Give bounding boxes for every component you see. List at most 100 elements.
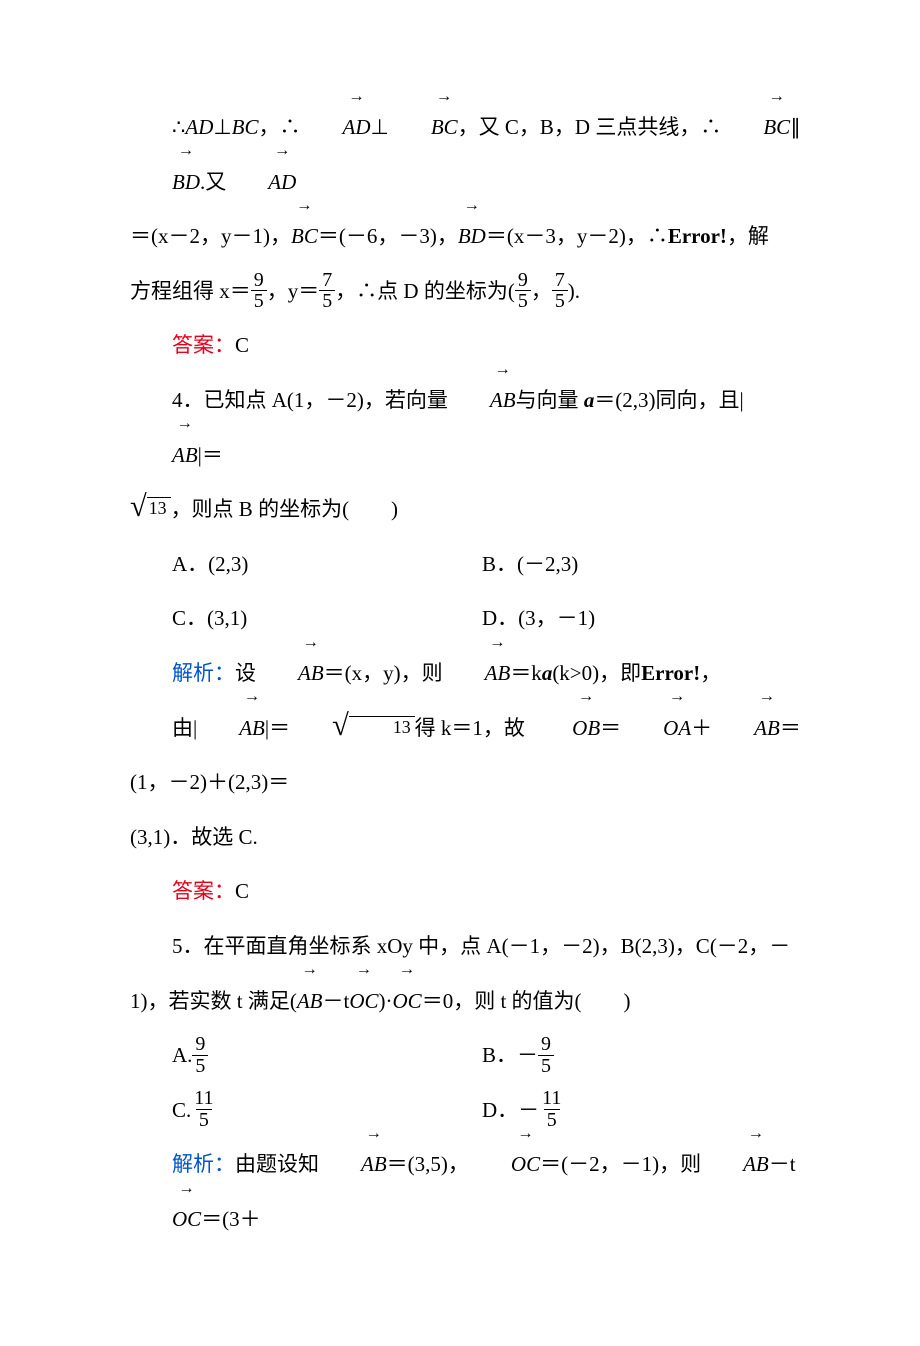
q4-option-a: A．(2,3) bbox=[172, 537, 482, 592]
q4-option-c: C．(3,1) bbox=[172, 591, 482, 646]
vec-ad-icon: AD bbox=[226, 155, 296, 210]
text: ＝k bbox=[510, 661, 542, 685]
q4-analysis-3: (3,1)．故选 C. bbox=[130, 810, 810, 865]
text: ＝(－6，－3)， bbox=[318, 224, 458, 248]
text: ，解 bbox=[727, 224, 769, 248]
answer-label: 答案： bbox=[172, 333, 235, 357]
vec-oc-icon: OC bbox=[130, 1192, 201, 1247]
vec-bc-icon: BC bbox=[721, 100, 790, 155]
q4-options-row-1: A．(2,3) B．(－2,3) bbox=[172, 537, 810, 592]
text: ＝(x－3，y－2)，∴ bbox=[486, 224, 668, 248]
q5-option-b: B．－95 bbox=[482, 1028, 554, 1083]
text: －t bbox=[769, 1152, 796, 1176]
vec-ob-icon: OB bbox=[530, 701, 600, 756]
text: ＝(x，y)，则 bbox=[324, 661, 443, 685]
text: 由题设知 bbox=[235, 1152, 319, 1176]
text: ∥ bbox=[790, 115, 801, 139]
vec-oc-icon: OC bbox=[393, 974, 422, 1029]
text: ∴ bbox=[172, 115, 185, 139]
text: ， bbox=[700, 661, 721, 685]
vec-bd-icon: BD bbox=[458, 209, 486, 264]
fraction-neg-11-5-icon: 115 bbox=[539, 1088, 564, 1131]
answer-value: C bbox=[235, 333, 249, 357]
text: ，又 C，B，D 三点共线，∴ bbox=[458, 115, 722, 139]
sqrt-icon: √13 bbox=[290, 714, 415, 737]
page: ∴AD⊥BC，∴AD⊥BC，又 C，B，D 三点共线，∴BC∥BD.又AD ＝(… bbox=[0, 0, 920, 1346]
fraction-9-5-icon: 95 bbox=[251, 270, 267, 313]
q5-number: 5． bbox=[172, 934, 204, 958]
text: )· bbox=[379, 989, 393, 1013]
text: 在平面直角坐标系 xOy 中，点 A(－1，－2)，B(2,3)，C(－2，－ bbox=[204, 934, 791, 958]
vec-bd-icon: BD bbox=[130, 155, 200, 210]
q4-option-b: B．(－2,3) bbox=[482, 537, 578, 592]
vec-ab-icon: AB bbox=[443, 646, 511, 701]
analysis-label: 解析： bbox=[172, 661, 235, 685]
q4-number: 4． bbox=[172, 388, 204, 412]
fraction-9-5-icon: 95 bbox=[192, 1034, 208, 1077]
text: ， bbox=[531, 279, 552, 303]
text: ＝(x－2，y－1)， bbox=[130, 224, 291, 248]
p3-line1: ∴AD⊥BC，∴AD⊥BC，又 C，B，D 三点共线，∴BC∥BD.又AD bbox=[130, 100, 810, 209]
text: 设 bbox=[235, 661, 256, 685]
answer-value: C bbox=[235, 879, 249, 903]
q5-options-row-1: A.95 B．－95 bbox=[172, 1028, 810, 1083]
text: ＋ bbox=[691, 716, 712, 740]
text: ＝ bbox=[600, 716, 621, 740]
fraction-neg-9-5-icon: 95 bbox=[538, 1034, 554, 1077]
q5-option-a: A.95 bbox=[172, 1028, 482, 1083]
text: ，∴点 D 的坐标为( bbox=[335, 279, 515, 303]
text: |＝ bbox=[265, 716, 290, 740]
text: (3,1)．故选 C. bbox=[130, 825, 258, 849]
vec-bc-icon: BC bbox=[389, 100, 458, 155]
vec-ab-icon: AB bbox=[197, 701, 265, 756]
text: ，则点 B 的坐标为( ) bbox=[171, 497, 399, 521]
text: |＝ bbox=[198, 443, 223, 467]
analysis-label: 解析： bbox=[172, 1152, 235, 1176]
text: ). bbox=[568, 279, 580, 303]
vec-ab-icon: AB bbox=[297, 974, 323, 1029]
text: ＝(2,3)同向，且| bbox=[594, 388, 743, 412]
error-text: Error! bbox=[668, 224, 727, 248]
q5-analysis: 解析：由题设知AB＝(3,5)，OC＝(－2，－1)，则AB－tOC＝(3＋ bbox=[130, 1137, 810, 1246]
p3-line3: 方程组得 x＝95，y＝75，∴点 D 的坐标为(95，75). bbox=[130, 264, 810, 319]
text: ＝0，则 t 的值为( ) bbox=[422, 989, 631, 1013]
text: ＝(3,5)， bbox=[387, 1152, 469, 1176]
fraction-7-5-icon: 75 bbox=[552, 270, 568, 313]
text: 已知点 A(1，－2)，若向量 bbox=[204, 388, 448, 412]
vector-a: a bbox=[584, 388, 595, 412]
sqrt-icon: √13 bbox=[130, 495, 171, 518]
text: (k>0)，即 bbox=[552, 661, 641, 685]
vec-ab-icon: AB bbox=[712, 701, 780, 756]
text: 方程组得 x＝ bbox=[130, 279, 251, 303]
fraction-7-5-icon: 75 bbox=[319, 270, 335, 313]
vec-ab-icon: AB bbox=[448, 373, 516, 428]
error-text: Error! bbox=[641, 661, 700, 685]
vec-ab-icon: AB bbox=[701, 1137, 769, 1192]
text: ，y＝ bbox=[267, 279, 320, 303]
vec-bc-icon: BC bbox=[291, 209, 318, 264]
text: 与向量 bbox=[516, 388, 584, 412]
vec-oc-icon: OC bbox=[469, 1137, 540, 1192]
fraction-11-5-icon: 115 bbox=[191, 1088, 216, 1131]
vec-ab-icon: AB bbox=[256, 646, 324, 701]
q4-stem-2: √13，则点 B 的坐标为( ) bbox=[130, 482, 810, 537]
q5-stem-1: 5．在平面直角坐标系 xOy 中，点 A(－1，－2)，B(2,3)，C(－2，… bbox=[130, 919, 810, 974]
vector-a: a bbox=[542, 661, 553, 685]
p3-line2: ＝(x－2，y－1)，BC＝(－6，－3)，BD＝(x－3，y－2)，∴Erro… bbox=[130, 209, 810, 264]
text: ＝(－2，－1)，则 bbox=[540, 1152, 701, 1176]
text: 得 k＝1，故 bbox=[415, 716, 531, 740]
text: －t bbox=[322, 989, 349, 1013]
vec-oc-icon: OC bbox=[349, 974, 378, 1029]
fraction-9-5-icon: 95 bbox=[515, 270, 531, 313]
text: 1)，若实数 t 满足( bbox=[130, 989, 297, 1013]
answer-label: 答案： bbox=[172, 879, 235, 903]
text: 由| bbox=[172, 716, 197, 740]
q5-stem-2: 1)，若实数 t 满足(AB－tOC)·OC＝0，则 t 的值为( ) bbox=[130, 974, 810, 1029]
q4-analysis-2: 由|AB|＝√13得 k＝1，故 OB＝OA＋AB＝(1，－2)＋(2,3)＝ bbox=[130, 701, 810, 810]
q4-answer: 答案：C bbox=[130, 864, 810, 919]
vec-ab-icon: AB bbox=[130, 428, 198, 483]
vec-oa-icon: OA bbox=[621, 701, 691, 756]
vec-ad-icon: AD bbox=[301, 100, 371, 155]
q4-stem: 4．已知点 A(1，－2)，若向量AB与向量 a＝(2,3)同向，且|AB|＝ bbox=[130, 373, 810, 482]
text: ＝(3＋ bbox=[201, 1207, 261, 1231]
